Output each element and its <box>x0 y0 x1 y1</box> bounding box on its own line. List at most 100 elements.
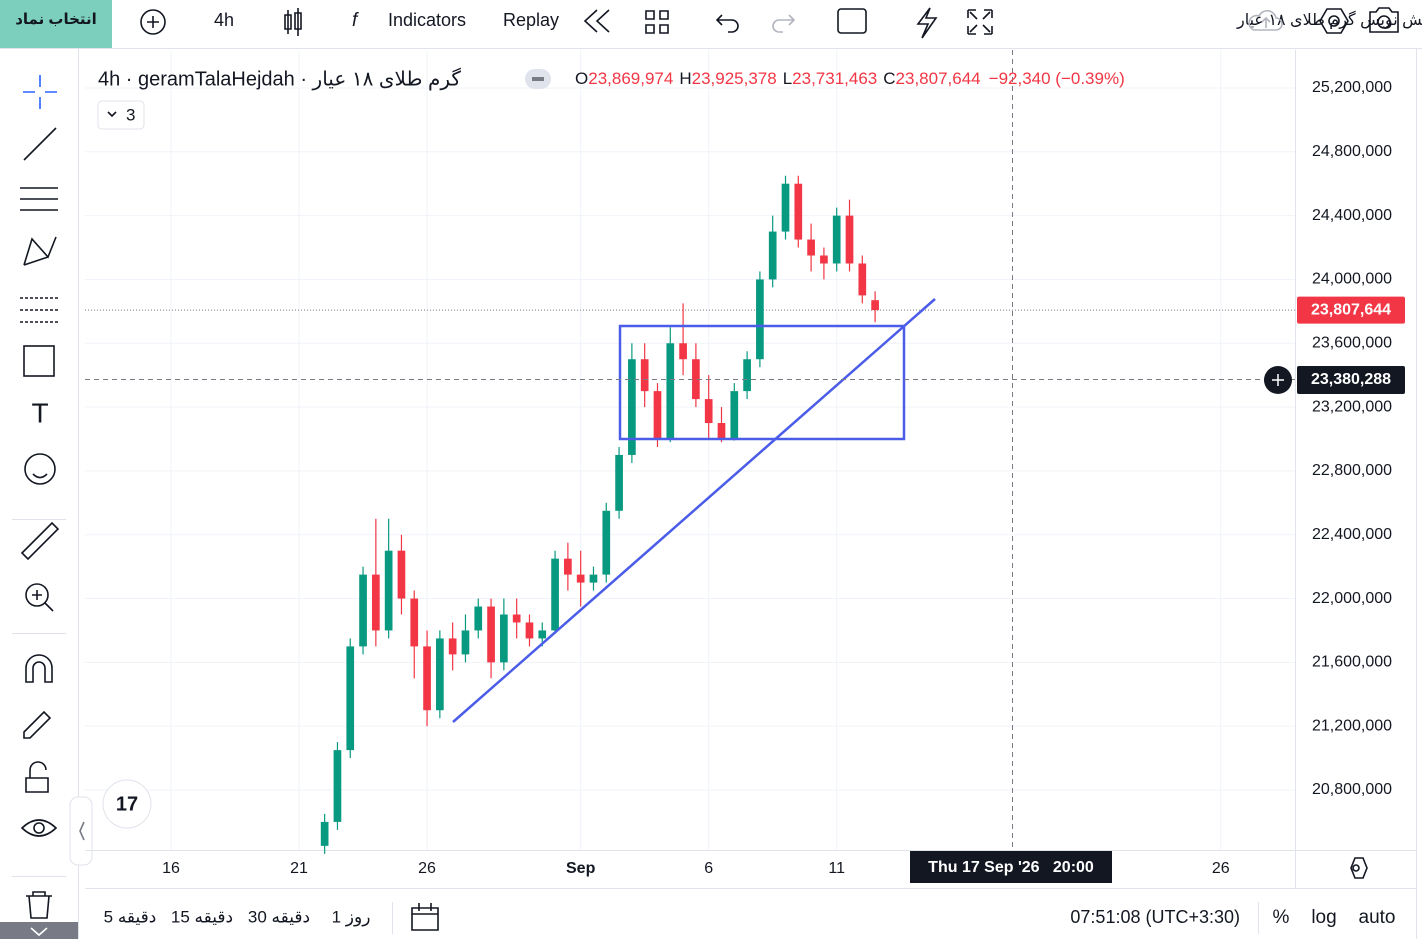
candle-body <box>551 558 559 631</box>
candle-body <box>487 606 495 663</box>
cloud-icon[interactable] <box>1248 10 1283 31</box>
open-value: 23,869,974 <box>588 69 673 88</box>
y-tick-label: 22,000,000 <box>1312 590 1392 607</box>
x-tick-label: 16 <box>162 860 180 877</box>
crosshair-tool[interactable] <box>23 75 57 109</box>
clock: 07:51:08 (UTC+3:30) <box>1070 907 1240 927</box>
log-toggle[interactable]: log <box>1311 907 1336 928</box>
candles <box>320 175 879 854</box>
x-tick-label: 26 <box>418 860 436 877</box>
candle-body <box>500 614 508 663</box>
interval-button[interactable]: 4h <box>214 10 234 30</box>
snapshot-icon[interactable] <box>1369 7 1399 33</box>
add-symbol-plus <box>147 16 159 28</box>
add-symbol-icon[interactable] <box>140 9 166 35</box>
magnet-tool[interactable] <box>25 654 53 683</box>
replay-button[interactable]: Replay <box>503 10 559 30</box>
candle-body <box>436 638 444 711</box>
range-button[interactable]: روز 1 <box>332 907 371 926</box>
trendline-tool[interactable] <box>23 127 57 161</box>
candle-body <box>346 646 355 751</box>
indicators-icon[interactable]: f <box>352 10 359 31</box>
symbol-button[interactable] <box>0 0 112 48</box>
high-key: H <box>679 69 691 88</box>
candle-body <box>845 215 854 264</box>
auto-toggle[interactable]: auto <box>1359 907 1396 928</box>
symbol-button-label[interactable]: انتخاب نماد <box>15 11 97 28</box>
y-tick-label: 24,800,000 <box>1312 143 1392 160</box>
settings-icon[interactable] <box>1319 8 1349 34</box>
shape-tool[interactable] <box>23 345 55 377</box>
x-tick-label: Sep <box>566 860 596 877</box>
legend-title: گرم طلای ۱۸ عیار · 4h · geramTalaHejdah <box>98 67 461 90</box>
remove-tool[interactable] <box>26 891 52 919</box>
x-tick-label: 11 <box>828 860 845 877</box>
indicators-toggle[interactable] <box>97 100 145 130</box>
candle-body <box>423 646 431 711</box>
crosshair-time-label: Thu 17 Sep '26 20:00 <box>928 859 1094 876</box>
redo-icon[interactable] <box>772 14 796 33</box>
open-key: O <box>575 69 588 88</box>
last-price-box <box>1297 296 1405 324</box>
icon-tool-smile <box>32 473 48 479</box>
layout-box-icon[interactable] <box>837 8 867 34</box>
alert-icon[interactable] <box>916 7 938 39</box>
candle-body <box>832 215 841 264</box>
trendline-drawing[interactable] <box>452 298 936 723</box>
candle-body <box>372 574 380 631</box>
candle-body <box>730 391 739 439</box>
candle-body <box>743 359 751 392</box>
x-tick-label: 6 <box>704 860 713 877</box>
candle-body <box>666 343 675 439</box>
candle-body <box>717 423 726 439</box>
toolbar-collapse[interactable] <box>0 922 78 939</box>
percent-toggle[interactable]: % <box>1273 907 1290 928</box>
time-axis-settings[interactable] <box>1350 857 1368 879</box>
candle-body <box>807 239 815 256</box>
visibility-tool[interactable] <box>20 819 58 837</box>
replay-icon <box>583 9 610 33</box>
logo[interactable] <box>102 779 152 829</box>
close-value: 23,807,644 <box>896 69 981 88</box>
range-button[interactable]: دقیقه 30 <box>248 907 310 926</box>
text-tool[interactable]: T <box>31 397 48 428</box>
y-tick-label: 25,200,000 <box>1312 79 1392 96</box>
layout-icon[interactable] <box>645 10 669 34</box>
undo-icon[interactable] <box>715 14 739 33</box>
low-value: 23,731,463 <box>792 69 877 88</box>
crosshair-add-icon <box>1272 374 1284 386</box>
range-button[interactable]: دقیقه 5 <box>104 907 157 926</box>
zoom-tool[interactable] <box>25 583 49 607</box>
toolbar-collapse-icon <box>30 927 48 937</box>
measure-tool[interactable] <box>20 521 60 561</box>
fib-tool[interactable] <box>20 187 58 211</box>
candle-body <box>384 550 393 631</box>
y-tick-label: 23,600,000 <box>1312 334 1392 351</box>
candle-body <box>615 454 623 511</box>
candle-body <box>871 300 879 311</box>
goto-date-icon[interactable] <box>411 903 439 931</box>
candle-body <box>820 255 828 264</box>
x-tick-label: 26 <box>1212 860 1230 877</box>
panel-toggle-icon <box>79 821 85 841</box>
ohlc-legend: O23,869,974 H23,925,378 L23,731,463 C23,807… <box>575 69 1125 88</box>
low-key: L <box>783 69 792 88</box>
candle-body <box>538 630 547 639</box>
lock-tool[interactable] <box>25 761 49 793</box>
rectangle-drawing[interactable] <box>618 324 906 441</box>
icon-tool[interactable] <box>24 453 56 485</box>
forecast-tool[interactable] <box>20 297 58 323</box>
range-button[interactable]: دقیقه 15 <box>171 907 233 926</box>
top-bar <box>0 0 1422 48</box>
crosshair-time-box <box>910 851 1112 883</box>
x-tick-label: 21 <box>290 860 308 877</box>
pattern-tool[interactable] <box>23 236 57 266</box>
stay-drawing-tool[interactable] <box>23 710 52 739</box>
y-tick-label: 21,600,000 <box>1312 654 1392 671</box>
chart-type-icon[interactable] <box>284 8 302 36</box>
candle-body <box>628 359 636 455</box>
indicators-button[interactable]: Indicators <box>388 10 466 30</box>
panel-toggle[interactable] <box>69 796 93 866</box>
fullscreen-icon[interactable] <box>967 9 993 35</box>
candle-body <box>474 606 483 631</box>
